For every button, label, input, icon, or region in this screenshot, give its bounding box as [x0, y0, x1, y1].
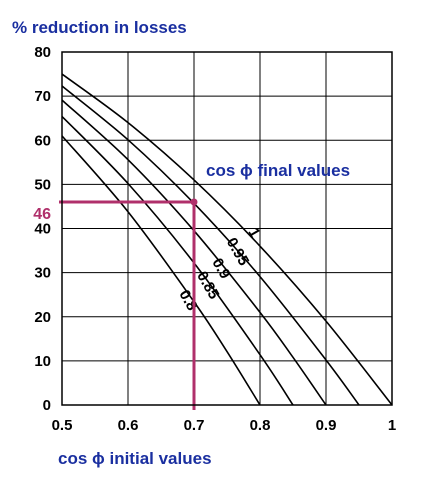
x-tick-label: 0.7	[184, 417, 205, 434]
highlight-guide-line	[59, 200, 196, 410]
highlight-value-label: 46	[33, 206, 51, 223]
x-axis-label: cos ϕ initial values	[58, 449, 212, 468]
highlight-point	[190, 198, 198, 206]
y-tick-label: 0	[43, 397, 51, 414]
y-axis-label: % reduction in losses	[12, 18, 187, 37]
series-label-0-8: 0.8	[175, 287, 200, 314]
highlight-marker: 46	[33, 198, 198, 410]
y-tick-label: 30	[34, 265, 51, 282]
y-tick-label: 60	[34, 132, 51, 149]
x-tick-label: 0.8	[250, 417, 271, 434]
series-line-0-9	[61, 99, 327, 406]
x-tick-label: 1	[388, 417, 396, 434]
series-label-1: 1	[245, 225, 264, 241]
y-tick-label: 50	[34, 176, 51, 193]
y-tick-label: 80	[34, 44, 51, 61]
series-line-0-8	[61, 135, 261, 406]
series-line-0-95	[61, 85, 360, 406]
series-line-0-85	[61, 115, 294, 406]
plot-frame	[61, 51, 393, 406]
series-lines	[61, 73, 393, 406]
y-tick-label: 20	[34, 309, 51, 326]
x-tick-label: 0.5	[52, 417, 73, 434]
x-tick-label: 0.6	[118, 417, 139, 434]
y-tick-label: 10	[34, 353, 51, 370]
series-line-1	[61, 73, 393, 406]
y-tick-label: 70	[34, 88, 51, 105]
x-tick-label: 0.9	[316, 417, 337, 434]
legend-title: cos ϕ final values	[206, 161, 350, 180]
y-tick-label: 40	[34, 221, 51, 238]
